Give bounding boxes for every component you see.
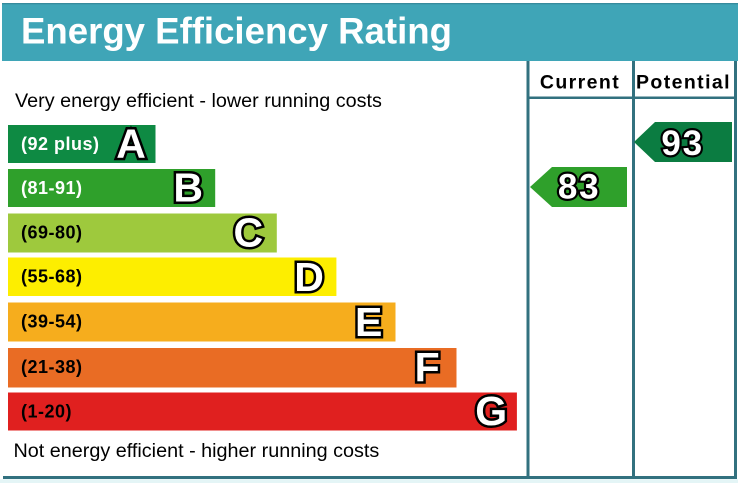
svg-text:Potential: Potential: [636, 72, 731, 94]
svg-text:Not energy efficient - higher: Not energy efficient - higher running co…: [14, 440, 380, 462]
svg-text:83: 83: [558, 168, 601, 207]
svg-text:(69-80): (69-80): [21, 223, 83, 243]
svg-text:Very energy efficient - lower: Very energy efficient - lower running co…: [15, 90, 382, 112]
svg-text:(92 plus): (92 plus): [21, 134, 100, 154]
svg-text:C: C: [233, 210, 263, 256]
svg-text:(39-54): (39-54): [21, 312, 83, 332]
svg-text:(81-91): (81-91): [21, 178, 83, 198]
svg-text:B: B: [173, 165, 203, 211]
svg-text:A: A: [116, 121, 146, 167]
svg-text:D: D: [294, 254, 324, 300]
svg-text:(21-38): (21-38): [21, 357, 83, 377]
svg-text:(1-20): (1-20): [21, 402, 72, 422]
svg-text:E: E: [355, 299, 382, 345]
svg-text:G: G: [475, 388, 507, 434]
svg-text:F: F: [415, 345, 440, 391]
svg-text:Current: Current: [540, 72, 620, 94]
svg-text:93: 93: [661, 124, 704, 163]
svg-text:Energy Efficiency Rating: Energy Efficiency Rating: [21, 11, 452, 52]
svg-text:(55-68): (55-68): [21, 267, 83, 287]
